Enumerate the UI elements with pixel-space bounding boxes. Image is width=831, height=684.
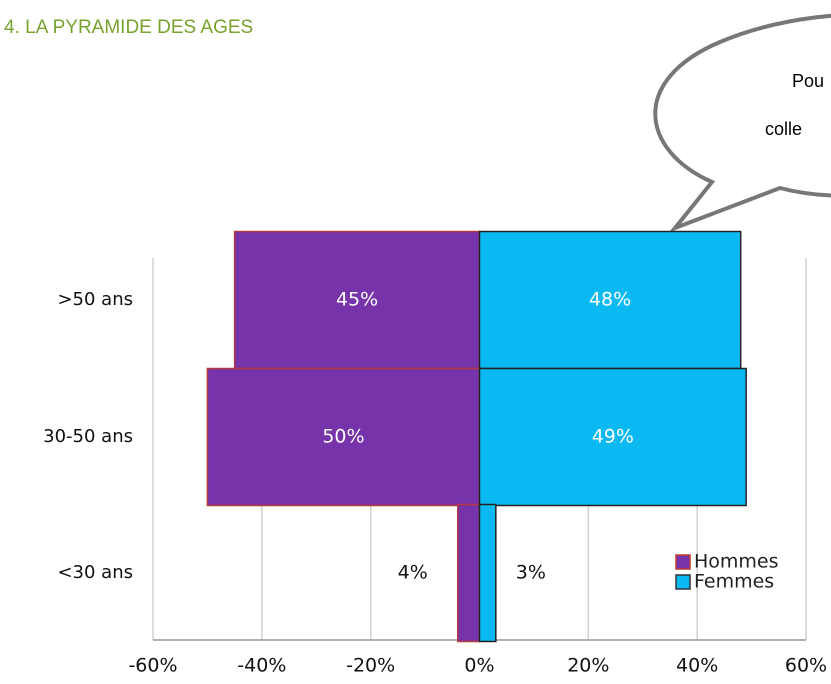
title: 4. LA PYRAMIDE DES AGES (4, 17, 253, 38)
data-label: 49% (592, 426, 634, 448)
bar (233, 230, 481, 370)
x-tick-label: 60% (785, 655, 827, 677)
x-tick-label: 40% (676, 655, 718, 677)
legend-label: Femmes (694, 571, 774, 593)
category-label: >50 ans (57, 289, 133, 310)
category-label: <30 ans (57, 562, 133, 583)
bar (478, 230, 742, 370)
bar (456, 503, 481, 643)
data-label: 4% (398, 562, 428, 584)
speech-bubble (653, 13, 831, 233)
x-tick-label: -40% (237, 655, 286, 677)
bar (206, 367, 481, 507)
bar (478, 503, 497, 643)
legend-swatch (675, 554, 691, 570)
x-tick-label: 20% (567, 655, 609, 677)
data-label: 50% (322, 426, 364, 448)
x-tick-label: 0% (464, 655, 494, 677)
data-label: 48% (589, 289, 631, 311)
data-label: 45% (336, 289, 378, 311)
data-label: 3% (516, 562, 546, 584)
bubble-text: Pou (792, 71, 824, 91)
category-label: 30-50 ans (43, 426, 133, 447)
bar (478, 367, 747, 507)
legend-swatch (675, 574, 691, 590)
bubble-text: colle (765, 119, 802, 139)
legend-label: Hommes (694, 551, 779, 573)
x-tick-label: -60% (128, 655, 177, 677)
x-tick-label: -20% (346, 655, 395, 677)
